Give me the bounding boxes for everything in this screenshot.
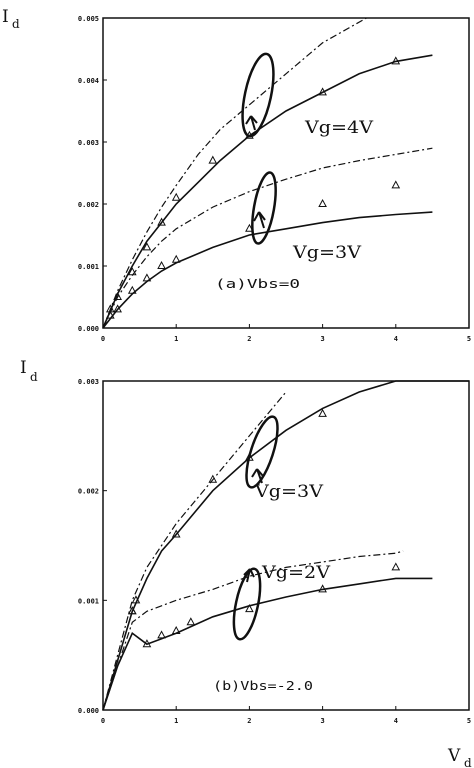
- panel-a-series-4-point: [318, 87, 327, 96]
- panel-b: I d V d 0.000 0.001 0.002 0.003 0 1 2 3 4 5 Vg=3…: [20, 358, 472, 768]
- panel-b-series-5-point: [142, 639, 152, 648]
- panel-a-series-4-point: [113, 291, 122, 300]
- panel-a-series-5-point: [105, 310, 115, 319]
- panel-a-curve-label-2: Vg=3V: [292, 243, 362, 263]
- panel-b-series-3-line: [102, 577, 433, 711]
- panel-b-arrow-upper: [251, 468, 264, 484]
- panel-b-ytick-label: 0.000: [78, 707, 99, 715]
- panel-b-series-5-point: [186, 617, 196, 626]
- panel-b-loop-upper: [245, 415, 279, 489]
- panel-a-ytick-label: 0.004: [78, 77, 99, 85]
- panel-b-series-5-point: [245, 604, 254, 613]
- panel-a-xtick-label: 1: [174, 335, 178, 343]
- panel-a-series-3-line: [102, 211, 433, 329]
- panel-a-xtick-label: 2: [247, 335, 251, 343]
- panel-b-series-4-point: [171, 529, 181, 538]
- panel-a-series-5-point: [142, 273, 152, 282]
- panel-a-series-4-point: [142, 242, 152, 251]
- panel-a-series-4-point: [208, 155, 218, 164]
- panel-a-series-0-line: [102, 17, 367, 329]
- panel-a-series-5-point: [113, 304, 122, 313]
- panel-a-series-5-point: [391, 180, 401, 189]
- panel-b-xlabel-sub: d: [464, 756, 472, 768]
- panel-b-series-0-line: [102, 391, 287, 711]
- panel-a-yticks: 0.000 0.001 0.002 0.003 0.004 0.005: [78, 15, 107, 333]
- panel-a-series-4-point: [171, 192, 181, 201]
- panel-a-xtick-label: 4: [394, 335, 398, 343]
- panel-a-ytick-label: 0.002: [78, 201, 99, 209]
- panel-b-xlabel: V: [447, 746, 461, 766]
- panel-a-series-2-line: [102, 147, 433, 329]
- panel-a-series-5-point: [171, 254, 181, 263]
- panel-b-ylabel: I: [20, 358, 27, 378]
- panel-b-ylabel-sub: d: [30, 370, 38, 384]
- panel-b-xtick-label: 2: [247, 717, 251, 725]
- panel-b-ytick-label: 0.003: [78, 378, 99, 386]
- panel-a-ytick-label: 0.005: [78, 15, 99, 23]
- panel-b-curve-label-1: Vg=3V: [254, 482, 324, 502]
- panel-a-ytick-label: 0.001: [78, 263, 99, 271]
- panel-a-ytick-label: 0.000: [78, 325, 99, 333]
- panel-a-series-4-point: [157, 217, 166, 226]
- panel-b-series-4-point: [131, 595, 141, 604]
- panel-a-loop-upper: [241, 52, 275, 138]
- panel-b-series-4-point: [318, 408, 327, 417]
- panel-b-condition-label: (b)Vbs=-2.0: [213, 679, 313, 693]
- panel-b-xtick-label: 4: [394, 717, 398, 725]
- panel-b-frame: [102, 380, 470, 711]
- panel-b-ytick-label: 0.001: [78, 597, 99, 605]
- panel-b-series-5-point: [318, 584, 327, 593]
- panel-b-series-2-line: [102, 550, 404, 711]
- panel-b-curve-label-2: Vg=2V: [261, 563, 331, 583]
- panel-a-series-4-point: [391, 56, 401, 65]
- panel-a-loop-lower: [251, 171, 277, 245]
- panel-a-arrow-upper: [245, 115, 258, 131]
- panel-a-ylabel: I: [2, 7, 9, 27]
- panel-b-ytick-label: 0.002: [78, 488, 99, 496]
- panel-a-condition-label: (a)Vbs=0: [215, 277, 300, 291]
- panel-a: I d 0.000 0.001 0.002 0.003 0.004 0.005 0 1 2 3 4…: [2, 7, 471, 343]
- panel-a-ytick-label: 0.003: [78, 139, 99, 147]
- panel-b-xtick-label: 5: [467, 717, 471, 725]
- panel-a-ylabel-sub: d: [12, 17, 20, 31]
- panel-a-xtick-label: 5: [467, 335, 471, 343]
- panel-b-xtick-label: 1: [174, 717, 178, 725]
- panel-a-series-1-line: [102, 54, 433, 329]
- panel-b-series-1-line: [102, 380, 469, 711]
- panel-b-series-5-point: [171, 625, 181, 635]
- panel-b-series: [102, 380, 469, 711]
- panel-a-frame: [102, 17, 470, 329]
- panel-b-arrow-lower: [243, 568, 255, 583]
- panel-a-series-5-point: [157, 260, 166, 269]
- panel-a-xtick-label: 0: [101, 335, 105, 343]
- panel-a-series: [102, 17, 433, 329]
- panel-b-loop-lower: [232, 567, 262, 641]
- panel-b-xtick-label: 3: [320, 717, 324, 725]
- panel-b-xtick-label: 0: [101, 717, 105, 725]
- panel-a-xticks: 0 1 2 3 4 5: [101, 324, 471, 343]
- panel-b-xticks: 0 1 2 3 4 5: [101, 706, 471, 725]
- panel-b-series-5-point: [391, 562, 401, 571]
- panel-a-series-4-point: [127, 267, 137, 276]
- panel-a-curve-label-1: Vg=4V: [304, 118, 374, 138]
- panel-b-series-5-point: [127, 606, 137, 615]
- panel-a-series-5-point: [127, 285, 137, 294]
- panel-b-series-4-point: [208, 474, 218, 483]
- panel-a-arrow-lower: [253, 211, 266, 229]
- panel-a-series-5-point: [318, 198, 327, 207]
- panel-b-series-5-point: [157, 630, 166, 639]
- panel-a-xtick-label: 3: [320, 335, 324, 343]
